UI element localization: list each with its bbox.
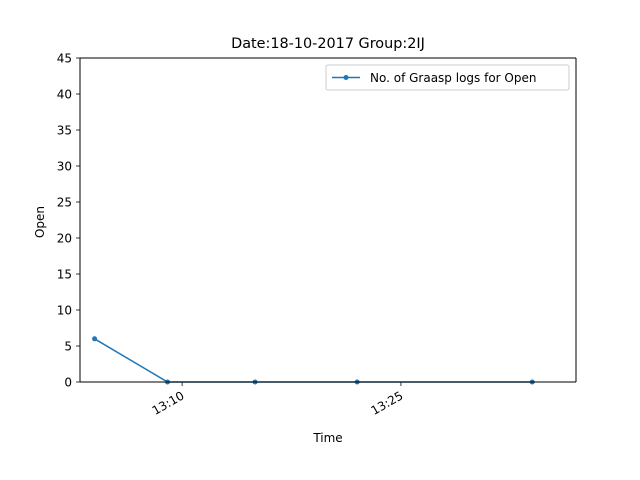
y-tick-label: 5 bbox=[64, 340, 72, 354]
y-tick-label: 45 bbox=[57, 52, 72, 66]
x-axis-ticks: 13:10 13:25 bbox=[150, 382, 405, 418]
legend-label: No. of Graasp logs for Open bbox=[370, 71, 536, 85]
x-axis-label: Time bbox=[312, 431, 342, 445]
y-tick-label: 0 bbox=[64, 376, 72, 390]
chart-title: Date:18-10-2017 Group:2IJ bbox=[231, 36, 425, 52]
y-tick-label: 25 bbox=[57, 196, 72, 210]
y-tick-label: 15 bbox=[57, 268, 72, 282]
x-tick-label: 13:25 bbox=[368, 388, 405, 417]
legend-box bbox=[325, 64, 570, 91]
y-tick-label: 10 bbox=[57, 304, 72, 318]
legend-marker-sample bbox=[343, 75, 349, 80]
plot-area bbox=[80, 58, 576, 382]
y-tick-label: 35 bbox=[57, 124, 72, 138]
legend: No. of Graasp logs for Open bbox=[325, 64, 570, 91]
series-line-segment bbox=[93, 337, 169, 384]
data-point bbox=[92, 336, 98, 342]
y-axis-label: Open bbox=[33, 206, 47, 238]
y-tick-label: 20 bbox=[57, 232, 72, 246]
y-tick-label: 40 bbox=[57, 88, 72, 102]
y-axis-ticks: 0 5 10 15 20 25 30 35 40 45 bbox=[57, 52, 80, 390]
x-tick-label: 13:10 bbox=[150, 388, 187, 417]
axes-spines bbox=[79, 57, 577, 383]
plot-background bbox=[80, 58, 576, 382]
y-tick-label: 30 bbox=[57, 160, 72, 174]
